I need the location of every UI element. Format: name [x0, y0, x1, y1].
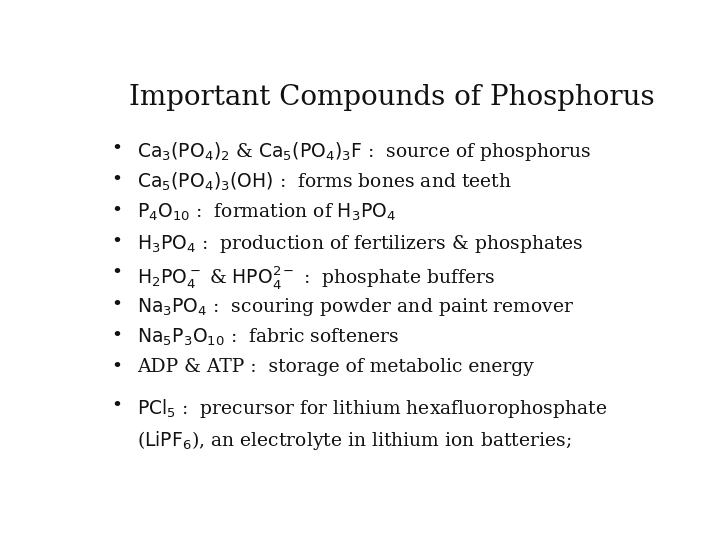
Text: $\mathrm{H_3PO_4}$ :  production of fertilizers & phosphates: $\mathrm{H_3PO_4}$ : production of ferti… [138, 233, 584, 255]
Text: $\mathrm{PCl_5}$ :  precursor for lithium hexafluorophosphate: $\mathrm{PCl_5}$ : precursor for lithium… [138, 397, 608, 421]
Text: ADP & ATP :  storage of metabolic energy: ADP & ATP : storage of metabolic energy [138, 358, 534, 376]
Text: •: • [111, 358, 122, 376]
Text: ($\mathrm{LiPF_6}$), an electrolyte in lithium ion batteries;: ($\mathrm{LiPF_6}$), an electrolyte in l… [138, 429, 572, 451]
Text: •: • [111, 397, 122, 415]
Text: •: • [111, 233, 122, 251]
Text: Important Compounds of Phosphorus: Important Compounds of Phosphorus [129, 84, 654, 111]
Text: •: • [111, 265, 122, 282]
Text: •: • [111, 327, 122, 345]
Text: •: • [111, 140, 122, 158]
Text: $\mathrm{Na_5P_3O_{10}}$ :  fabric softeners: $\mathrm{Na_5P_3O_{10}}$ : fabric soften… [138, 327, 400, 348]
Text: $\mathrm{P_4O_{10}}$ :  formation of $\mathrm{H_3PO_4}$: $\mathrm{P_4O_{10}}$ : formation of $\ma… [138, 202, 397, 224]
Text: •: • [111, 171, 122, 189]
Text: $\mathrm{H_2PO_4^-}$ & $\mathrm{HPO_4^{2-}}$ :  phosphate buffers: $\mathrm{H_2PO_4^-}$ & $\mathrm{HPO_4^{2… [138, 265, 495, 292]
Text: $\mathrm{Ca_3(PO_4)_2}$ & $\mathrm{Ca_5(PO_4)_3F}$ :  source of phosphorus: $\mathrm{Ca_3(PO_4)_2}$ & $\mathrm{Ca_5(… [138, 140, 592, 163]
Text: •: • [111, 295, 122, 314]
Text: $\mathrm{Ca_5(PO_4)_3(OH)}$ :  forms bones and teeth: $\mathrm{Ca_5(PO_4)_3(OH)}$ : forms bone… [138, 171, 512, 193]
Text: $\mathrm{Na_3PO_4}$ :  scouring powder and paint remover: $\mathrm{Na_3PO_4}$ : scouring powder an… [138, 295, 575, 318]
Text: •: • [111, 202, 122, 220]
